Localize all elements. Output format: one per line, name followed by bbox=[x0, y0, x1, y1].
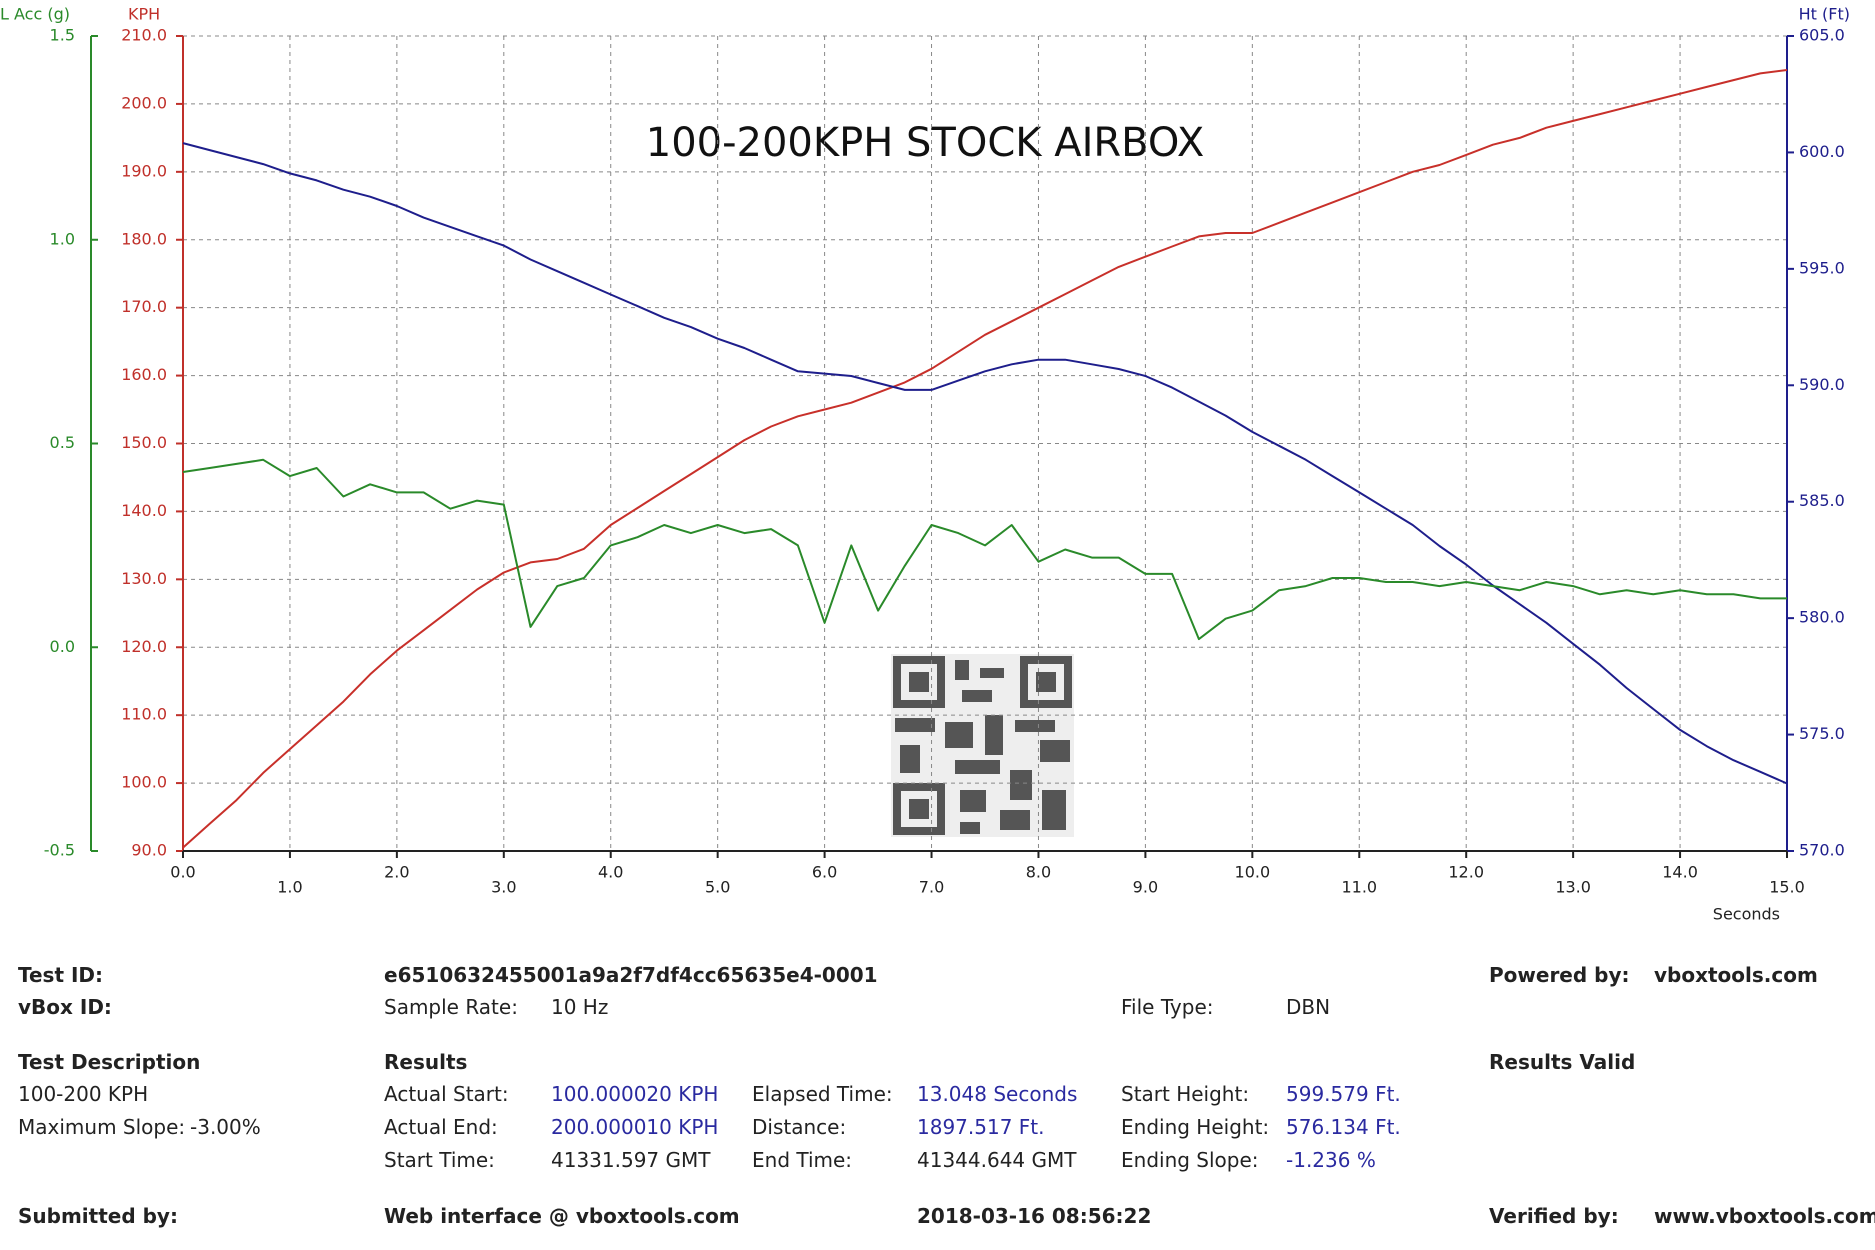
result-label: Ending Slope: bbox=[1121, 1148, 1259, 1172]
y3-tick-label: 0.5 bbox=[50, 433, 75, 452]
y2-tick-label: 575.0 bbox=[1799, 724, 1845, 743]
data-line bbox=[182, 142, 1788, 785]
y2-tick-label: 605.0 bbox=[1799, 26, 1845, 45]
x-tick-label: 7.0 bbox=[919, 878, 944, 897]
data-line bbox=[182, 69, 1788, 849]
y-tick-label: 120.0 bbox=[121, 637, 167, 656]
results-valid: Results Valid bbox=[1489, 1050, 1636, 1074]
y3-tick-label: 0.0 bbox=[50, 637, 75, 656]
y3-tick-label: 1.0 bbox=[50, 229, 75, 248]
result-label: Start Time: bbox=[384, 1148, 495, 1172]
y2-tick-label: 570.0 bbox=[1799, 841, 1845, 860]
y-axis-title: KPH bbox=[128, 5, 160, 24]
y2-tick-label: 590.0 bbox=[1799, 375, 1845, 394]
section-heading: Results bbox=[384, 1050, 468, 1074]
x-tick-label: 15.0 bbox=[1769, 878, 1805, 897]
y-tick-label: 140.0 bbox=[121, 501, 167, 520]
chart: L Acc (g) KPH Ht (Ft) 100-200KPH STOCK A… bbox=[0, 5, 1850, 924]
result-value: 200.000010 KPH bbox=[551, 1115, 719, 1139]
y-tick-label: 90.0 bbox=[131, 841, 167, 860]
description: 100-200 KPH bbox=[18, 1082, 149, 1106]
x-tick-label: 14.0 bbox=[1662, 863, 1698, 882]
result-value: 41344.644 GMT bbox=[917, 1148, 1077, 1172]
result-label: End Time: bbox=[752, 1148, 853, 1172]
field-value: -3.00% bbox=[190, 1115, 261, 1139]
section-heading: Test Description bbox=[18, 1050, 201, 1074]
x-tick-label: 6.0 bbox=[812, 863, 837, 882]
x-tick-label: 2.0 bbox=[384, 863, 409, 882]
x-tick-label: 0.0 bbox=[170, 863, 195, 882]
x-tick-label: 5.0 bbox=[705, 878, 730, 897]
y-tick-label: 100.0 bbox=[121, 773, 167, 792]
timestamp: 2018-03-16 08:56:22 bbox=[917, 1204, 1152, 1228]
y2-tick-label: 585.0 bbox=[1799, 491, 1845, 510]
x-tick-label: 3.0 bbox=[491, 878, 516, 897]
field-label: Sample Rate: bbox=[384, 995, 518, 1019]
y2-tick-label: 600.0 bbox=[1799, 142, 1845, 161]
x-tick-label: 10.0 bbox=[1235, 863, 1271, 882]
x-tick-label: 9.0 bbox=[1133, 878, 1158, 897]
y-tick-label: 210.0 bbox=[121, 26, 167, 45]
field-label: vBox ID: bbox=[18, 995, 112, 1019]
result-label: Actual End: bbox=[384, 1115, 498, 1139]
field-label: Test ID: bbox=[18, 963, 104, 987]
result-value: -1.236 % bbox=[1286, 1148, 1376, 1172]
y-tick-label: 200.0 bbox=[121, 93, 167, 112]
field-value: www.vboxtools.com bbox=[1654, 1204, 1875, 1228]
y-tick-label: 110.0 bbox=[121, 705, 167, 724]
result-label: Actual Start: bbox=[384, 1082, 509, 1106]
x-tick-label: 13.0 bbox=[1555, 878, 1591, 897]
field-value: e6510632455001a9a2f7df4cc65635e4-0001 bbox=[384, 963, 878, 987]
x-tick-label: 1.0 bbox=[277, 878, 302, 897]
x-axis-title: Seconds bbox=[1713, 905, 1780, 924]
y2-axis-title: Ht (Ft) bbox=[1799, 5, 1850, 24]
x-tick-label: 4.0 bbox=[598, 863, 623, 882]
y-tick-label: 190.0 bbox=[121, 161, 167, 180]
y-tick-label: 170.0 bbox=[121, 297, 167, 316]
data-line bbox=[182, 458, 1787, 641]
y-tick-label: 160.0 bbox=[121, 365, 167, 384]
result-value: 13.048 Seconds bbox=[917, 1082, 1078, 1106]
y3-tick-label: -0.5 bbox=[44, 841, 75, 860]
field-label: File Type: bbox=[1121, 995, 1214, 1019]
y-tick-label: 150.0 bbox=[121, 433, 167, 452]
y2-tick-label: 580.0 bbox=[1799, 608, 1845, 627]
field-value: DBN bbox=[1286, 995, 1331, 1019]
result-label: Elapsed Time: bbox=[752, 1082, 893, 1106]
field-label: Powered by: bbox=[1489, 963, 1630, 987]
y3-axis-title: L Acc (g) bbox=[0, 5, 70, 24]
y3-tick-label: 1.5 bbox=[50, 26, 75, 45]
field-value: vboxtools.com bbox=[1654, 963, 1818, 987]
x-tick-label: 12.0 bbox=[1448, 863, 1484, 882]
result-value: 1897.517 Ft. bbox=[917, 1115, 1045, 1139]
y2-tick-label: 595.0 bbox=[1799, 258, 1845, 277]
result-label: Start Height: bbox=[1121, 1082, 1250, 1106]
y-tick-label: 180.0 bbox=[121, 229, 167, 248]
field-label: Maximum Slope: bbox=[18, 1115, 186, 1139]
field-value: 10 Hz bbox=[551, 995, 609, 1019]
result-value: 100.000020 KPH bbox=[551, 1082, 719, 1106]
x-tick-label: 11.0 bbox=[1341, 878, 1377, 897]
qr-code bbox=[891, 654, 1074, 837]
field-label: Verified by: bbox=[1489, 1204, 1619, 1228]
result-value: 41331.597 GMT bbox=[551, 1148, 711, 1172]
y-tick-label: 130.0 bbox=[121, 569, 167, 588]
result-value: 599.579 Ft. bbox=[1286, 1082, 1401, 1106]
result-label: Ending Height: bbox=[1121, 1115, 1270, 1139]
result-label: Distance: bbox=[752, 1115, 847, 1139]
field-label: Submitted by: bbox=[18, 1204, 178, 1228]
chart-title: 100-200KPH STOCK AIRBOX bbox=[646, 120, 1204, 166]
field-value: Web interface @ vboxtools.com bbox=[384, 1204, 740, 1228]
result-value: 576.134 Ft. bbox=[1286, 1115, 1401, 1139]
x-tick-label: 8.0 bbox=[1026, 863, 1051, 882]
